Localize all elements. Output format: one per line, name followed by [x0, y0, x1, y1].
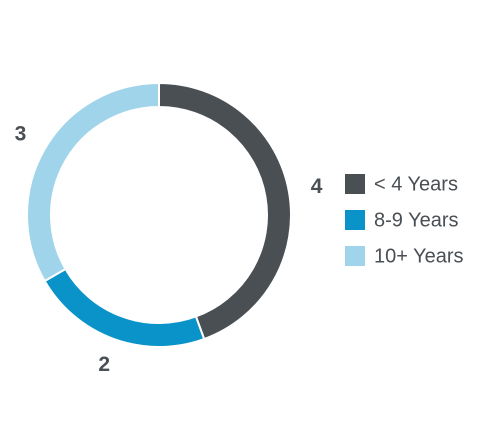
donut-segment: [43, 267, 206, 348]
legend-label: 10+ Years: [374, 245, 464, 267]
data-label: 2: [98, 353, 110, 376]
donut-segment: [158, 81, 292, 341]
data-label: 4: [311, 175, 323, 198]
legend-label: < 4 Years: [374, 173, 458, 195]
data-label: 3: [15, 123, 27, 146]
legend-swatch: [345, 210, 365, 230]
legend-label: 8-9 Years: [374, 209, 459, 231]
donut-segment: [26, 81, 160, 283]
legend-swatch: [345, 246, 365, 266]
legend-swatch: [345, 174, 365, 194]
